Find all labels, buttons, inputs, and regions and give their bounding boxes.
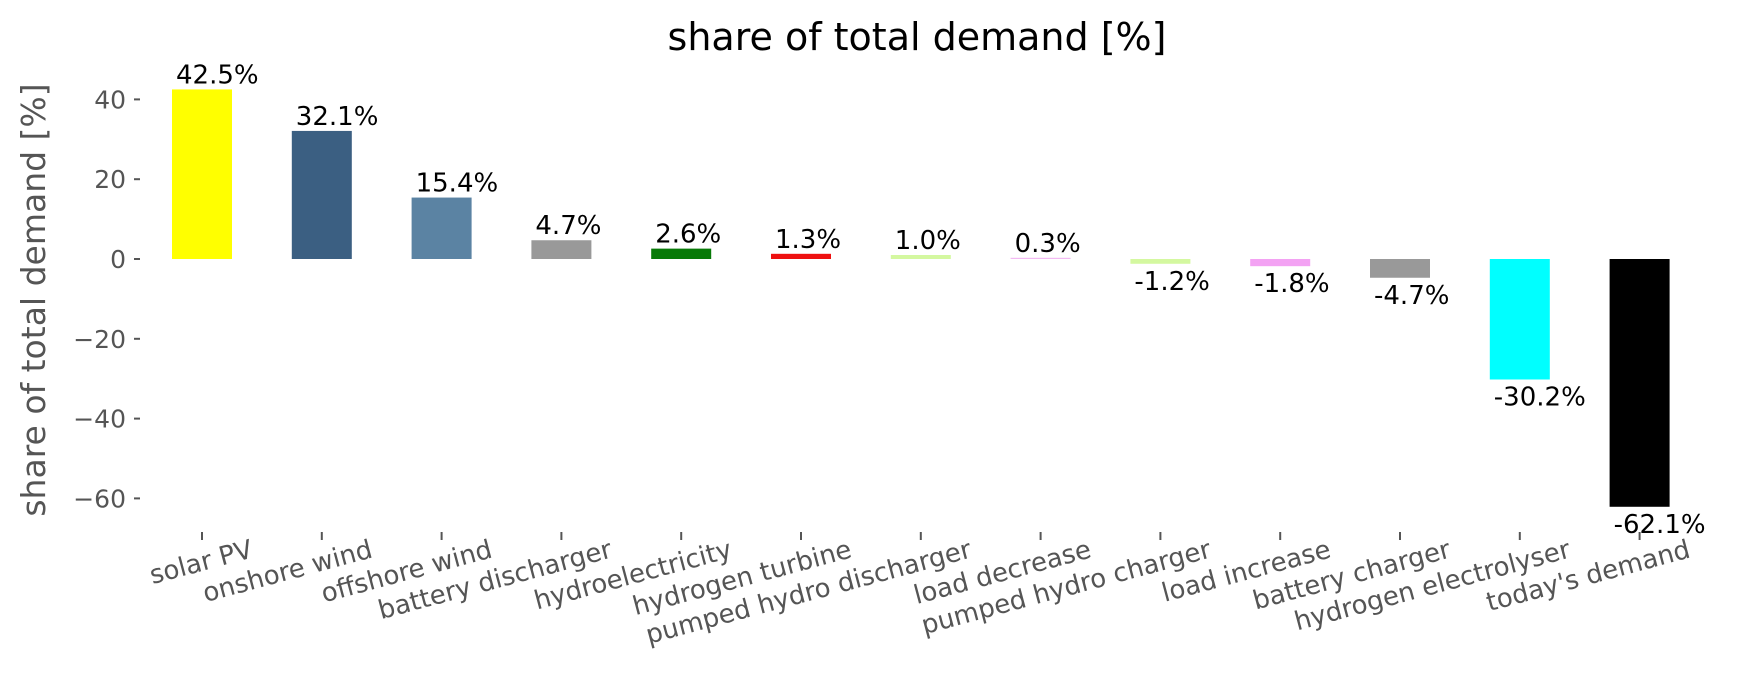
chart-title: share of total demand [%] — [668, 15, 1167, 59]
y-tick-label: 0 — [110, 245, 126, 274]
data-label: 2.6% — [655, 220, 721, 250]
data-labels: 42.5% 32.1% 15.4% 4.7% 2.6% 1.3% 1.0% 0.3% -1.2%… — [176, 60, 1706, 539]
y-tick-label: 40 — [94, 85, 126, 114]
data-label: -1.8% — [1254, 269, 1329, 299]
data-label: -62.1% — [1614, 510, 1706, 540]
bar — [890, 255, 951, 259]
bar — [651, 248, 712, 259]
data-label: 1.0% — [895, 226, 961, 256]
data-label: 0.3% — [1015, 229, 1081, 259]
y-tick-label: 20 — [94, 165, 126, 194]
data-label: -4.7% — [1374, 281, 1449, 311]
bar — [1489, 259, 1550, 380]
y-axis: 40 20 0 −20 −40 −60 — [73, 85, 140, 513]
y-tick-label: −60 — [73, 484, 126, 513]
bar — [1130, 259, 1191, 264]
bar — [1370, 259, 1430, 278]
data-label: -1.2% — [1134, 267, 1209, 297]
data-label: 15.4% — [416, 169, 499, 199]
bar — [1250, 259, 1311, 267]
data-label: 42.5% — [176, 60, 259, 90]
data-label: -30.2% — [1494, 382, 1586, 412]
bars — [172, 89, 1670, 507]
data-label: 32.1% — [296, 102, 379, 132]
y-tick-label: −40 — [73, 405, 126, 434]
bar — [291, 130, 352, 259]
bar — [172, 89, 232, 259]
bar — [531, 240, 592, 259]
y-axis-label: share of total demand [%] — [14, 83, 53, 516]
bar — [411, 197, 472, 259]
data-label: 4.7% — [535, 211, 601, 241]
data-label: 1.3% — [775, 225, 841, 255]
bar — [1010, 257, 1071, 259]
bar — [1609, 259, 1670, 507]
y-tick-label: −20 — [73, 325, 126, 354]
bar — [771, 253, 831, 259]
